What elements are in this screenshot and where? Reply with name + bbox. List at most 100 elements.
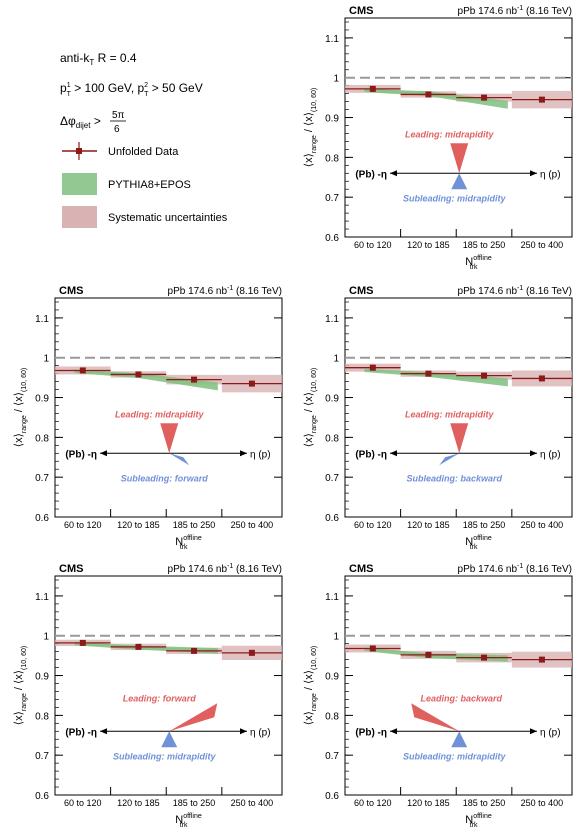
x-axis-label: Noffline trk <box>465 535 492 551</box>
x-tick-label: 60 to 120 <box>354 240 392 250</box>
lumi-label: pPb 174.6 nb-1 (8.16 TeV) <box>168 285 282 297</box>
y-axis-label: ⟨x⟩range / ⟨x⟩(10, 60) <box>303 368 318 447</box>
x-tick-label: 185 to 250 <box>463 240 506 250</box>
eta-arrow-right <box>240 728 247 735</box>
x-tick-label: 185 to 250 <box>173 520 216 530</box>
y-tick-label: 1.1 <box>35 314 49 325</box>
chart-panel-5: CMS pPb 174.6 nb-1 (8.16 TeV) 0.6 0.7 0.8 0.9… <box>303 563 573 829</box>
data-point <box>538 96 545 103</box>
y-tick-label: 0.7 <box>35 473 49 484</box>
y-tick-label: 0.8 <box>35 433 49 444</box>
y-tick-label: 1 <box>43 632 49 643</box>
data-point <box>481 654 488 661</box>
data-point <box>135 371 142 378</box>
model-band <box>364 368 508 387</box>
subleading-label: Subleading: midrapidity <box>403 193 507 203</box>
eta-arrow-left <box>390 170 397 177</box>
leading-label: Leading: midrapidity <box>115 409 205 419</box>
legend-entry-syst: Systematic uncertainties <box>62 206 228 228</box>
leading-jet-arrow <box>411 703 460 732</box>
p-direction-label: η (p) <box>540 169 561 180</box>
leading-label: Leading: midrapidity <box>405 409 495 419</box>
leading-label: Leading: forward <box>123 693 197 703</box>
eta-arrow-left <box>100 450 107 457</box>
y-tick-label: 1.1 <box>325 314 339 325</box>
eta-arrow-right <box>530 170 537 177</box>
y-tick-label: 0.9 <box>35 394 49 405</box>
subleading-jet-arrow <box>451 731 468 748</box>
cms-label: CMS <box>59 285 83 297</box>
y-tick-label: 1.1 <box>35 592 49 603</box>
x-tick-label: 120 to 185 <box>407 798 450 808</box>
y-axis-label: ⟨x⟩range / ⟨x⟩(10, 60) <box>303 88 318 167</box>
chart-panel-2: CMS pPb 174.6 nb-1 (8.16 TeV) 0.6 0.7 0.8 0.9… <box>13 285 283 551</box>
eta-arrow-left <box>390 728 397 735</box>
y-axis-label: ⟨x⟩range / ⟨x⟩(10, 60) <box>303 646 318 725</box>
subleading-jet-arrow <box>439 453 460 466</box>
pb-direction-label: (Pb) -η <box>65 727 97 738</box>
subleading-label: Subleading: backward <box>406 473 502 483</box>
plot-frame <box>54 575 283 796</box>
pb-direction-label: (Pb) -η <box>65 449 97 460</box>
subleading-label: Subleading: midrapidity <box>113 751 217 761</box>
y-tick-label: 0.7 <box>325 193 339 204</box>
subleading-jet-arrow <box>169 453 190 466</box>
y-tick-label: 0.8 <box>35 711 49 722</box>
y-tick-label: 1 <box>333 354 339 365</box>
y-tick-label: 0.6 <box>325 513 339 524</box>
x-tick-label: 120 to 185 <box>117 520 160 530</box>
legend-data-marker <box>76 148 82 154</box>
subleading-jet-arrow <box>451 173 468 190</box>
leading-label: Leading: backward <box>420 693 502 703</box>
y-tick-label: 0.8 <box>325 433 339 444</box>
y-tick-label: 0.7 <box>35 751 49 762</box>
legend-entry-data: Unfolded Data <box>62 142 179 160</box>
data-point <box>79 639 86 646</box>
x-tick-label: 250 to 400 <box>231 520 274 530</box>
y-tick-label: 0.9 <box>325 114 339 125</box>
y-tick-label: 0.8 <box>325 153 339 164</box>
x-tick-label: 250 to 400 <box>521 520 564 530</box>
subleading-jet-arrow <box>161 731 178 748</box>
legend-syst-label: Systematic uncertainties <box>108 212 228 224</box>
plot-frame <box>344 17 573 238</box>
lumi-label: pPb 174.6 nb-1 (8.16 TeV) <box>458 285 572 297</box>
x-axis-label: Noffline trk <box>465 255 492 271</box>
leading-jet-arrow <box>450 143 469 174</box>
legend-jet-algo: anti-kT R = 0.4 <box>60 51 137 67</box>
lumi-label: pPb 174.6 nb-1 (8.16 TeV) <box>458 563 572 575</box>
y-tick-label: 0.7 <box>325 751 339 762</box>
y-tick-label: 1 <box>333 632 339 643</box>
chart-panel-4: CMS pPb 174.6 nb-1 (8.16 TeV) 0.6 0.7 0.8 0.9… <box>13 563 283 829</box>
p-direction-label: η (p) <box>540 727 561 738</box>
data-point <box>481 94 488 101</box>
x-tick-label: 120 to 185 <box>407 520 450 530</box>
p-direction-label: η (p) <box>540 449 561 460</box>
legend-dphi-den: 6 <box>114 124 120 135</box>
leading-jet-arrow <box>160 423 179 454</box>
lumi-label: pPb 174.6 nb-1 (8.16 TeV) <box>168 563 282 575</box>
y-tick-label: 1.1 <box>325 34 339 45</box>
legend-panel: anti-kT R = 0.4 p1 T > 100 GeV, p2 T > 50 … <box>60 51 228 228</box>
x-tick-label: 60 to 120 <box>64 798 102 808</box>
x-axis-label: Noffline trk <box>175 813 202 829</box>
y-axis-label: ⟨x⟩range / ⟨x⟩(10, 60) <box>13 646 28 725</box>
data-point <box>135 643 142 650</box>
plot-frame <box>344 575 573 796</box>
y-tick-label: 1.1 <box>325 592 339 603</box>
data-point <box>425 91 432 98</box>
y-tick-label: 0.6 <box>325 233 339 244</box>
model-band <box>74 369 218 391</box>
legend-pt-cuts: p1 T > 100 GeV, p2 T > 50 GeV <box>60 81 203 98</box>
y-tick-label: 0.8 <box>325 711 339 722</box>
y-tick-label: 0.6 <box>35 513 49 524</box>
cms-label: CMS <box>349 5 373 17</box>
y-axis-label: ⟨x⟩range / ⟨x⟩(10, 60) <box>13 368 28 447</box>
cms-label: CMS <box>59 563 83 575</box>
data-point <box>248 380 255 387</box>
eta-arrow-left <box>100 728 107 735</box>
data-point <box>369 645 376 652</box>
legend-data-label: Unfolded Data <box>108 146 179 158</box>
chart-panel-1: CMS pPb 174.6 nb-1 (8.16 TeV) 0.6 0.7 0.8 0.9… <box>303 5 573 271</box>
chart-panel-3: CMS pPb 174.6 nb-1 (8.16 TeV) 0.6 0.7 0.8 0.9… <box>303 285 573 551</box>
